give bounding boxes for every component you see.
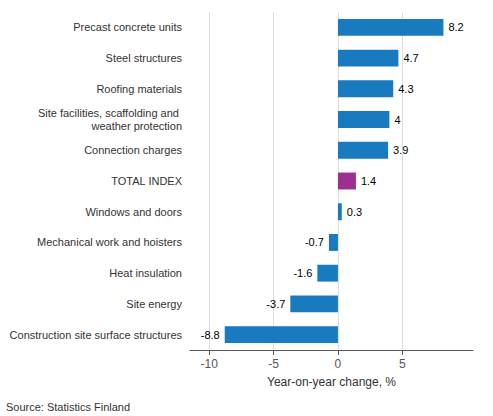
svg-text:5: 5 bbox=[399, 357, 406, 371]
svg-text:Year-on-year change, %: Year-on-year change, % bbox=[267, 375, 396, 389]
svg-text:Windows and doors: Windows and doors bbox=[85, 206, 182, 218]
svg-text:-8.8: -8.8 bbox=[201, 329, 220, 341]
svg-text:Connection charges: Connection charges bbox=[84, 144, 182, 156]
svg-text:Heat insulation: Heat insulation bbox=[109, 267, 182, 279]
svg-text:-5: -5 bbox=[268, 357, 279, 371]
svg-text:3.9: 3.9 bbox=[393, 144, 408, 156]
svg-text:Site facilities, scaffolding a: Site facilities, scaffolding and bbox=[38, 107, 182, 119]
svg-text:TOTAL INDEX: TOTAL INDEX bbox=[111, 175, 182, 187]
svg-text:Mechanical work and hoisters: Mechanical work and hoisters bbox=[37, 236, 182, 248]
svg-text:4.3: 4.3 bbox=[398, 83, 413, 95]
svg-text:Source: Statistics Finland: Source: Statistics Finland bbox=[6, 401, 130, 413]
svg-text:8.2: 8.2 bbox=[448, 21, 463, 33]
svg-text:Steel structures: Steel structures bbox=[106, 52, 183, 64]
svg-text:Construction site surface stru: Construction site surface structures bbox=[10, 329, 183, 341]
svg-text:-3.7: -3.7 bbox=[266, 298, 285, 310]
svg-text:-0.7: -0.7 bbox=[305, 236, 324, 248]
svg-text:Site energy: Site energy bbox=[126, 298, 182, 310]
svg-text:4.7: 4.7 bbox=[403, 52, 418, 64]
svg-text:-1.6: -1.6 bbox=[293, 267, 312, 279]
svg-text:-10: -10 bbox=[201, 357, 219, 371]
svg-text:0.3: 0.3 bbox=[347, 206, 362, 218]
svg-text:0: 0 bbox=[335, 357, 342, 371]
svg-text:Roofing materials: Roofing materials bbox=[96, 83, 182, 95]
svg-text:weather protection: weather protection bbox=[91, 120, 183, 132]
svg-text:4: 4 bbox=[394, 114, 400, 126]
svg-text:Precast concrete units: Precast concrete units bbox=[73, 21, 182, 33]
svg-text:1.4: 1.4 bbox=[361, 175, 376, 187]
